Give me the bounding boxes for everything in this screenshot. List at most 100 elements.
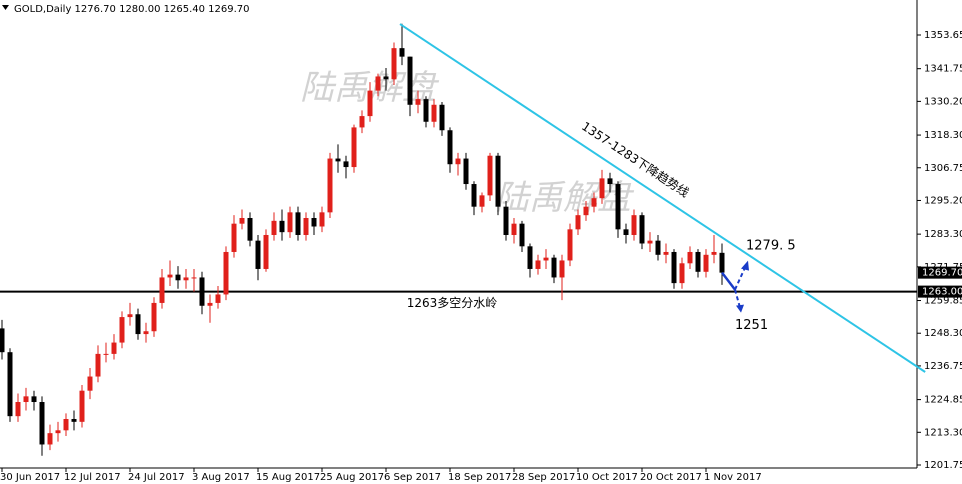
trend-line — [399, 23, 926, 373]
arrow-head — [741, 260, 749, 271]
candle-body — [223, 251, 229, 295]
candle-body — [71, 418, 77, 422]
candle-body — [303, 218, 309, 235]
candle-body — [167, 274, 173, 278]
target-label: 1279. 5 — [746, 238, 796, 253]
y-tick-label: 1213.30 — [924, 427, 962, 438]
price-tag-label: 1269.70 — [922, 268, 962, 279]
price-tag-label: 1263.00 — [922, 287, 962, 298]
x-tick-label: 10 Oct 2017 — [576, 472, 638, 483]
y-tick-label: 1318.30 — [924, 130, 962, 141]
candle-body — [295, 212, 301, 235]
support-label: 1263多空分水岭 — [407, 296, 498, 310]
y-tick-label: 1283.30 — [924, 229, 962, 240]
candle-body — [687, 251, 693, 264]
candle-body — [567, 229, 573, 261]
candle-body — [495, 155, 501, 207]
candle-body — [367, 90, 373, 117]
candle-body — [263, 234, 269, 269]
candle-body — [575, 215, 581, 230]
candle-body — [671, 251, 677, 284]
x-tick-label: 15 Aug 2017 — [256, 472, 320, 483]
y-tick-label: 1353.65 — [924, 30, 962, 41]
candle-body — [599, 178, 605, 199]
candle-body — [0, 328, 5, 353]
candle-body — [551, 257, 557, 278]
candle-body — [631, 215, 637, 235]
y-tick-label: 1201.75 — [924, 460, 962, 471]
candle-body — [487, 155, 493, 196]
x-tick-label: 3 Aug 2017 — [192, 472, 250, 483]
candle-body — [455, 158, 461, 165]
y-tick-label: 1236.75 — [924, 361, 962, 372]
candle-body — [559, 260, 565, 278]
candle-body — [319, 212, 325, 227]
candle-body — [583, 206, 589, 216]
candle-body — [511, 223, 517, 235]
candle-body — [95, 353, 101, 377]
candle-body — [31, 396, 37, 403]
candle-body — [335, 158, 341, 162]
candle-body — [407, 56, 413, 105]
candle-body — [607, 178, 613, 185]
x-tick-label: 20 Oct 2017 — [640, 472, 702, 483]
candle-body — [519, 223, 525, 247]
x-tick-label: 28 Sep 2017 — [512, 472, 575, 483]
y-tick-label: 1259.85 — [924, 296, 962, 307]
candle-body — [383, 76, 389, 80]
chart-title: GOLD,Daily 1276.70 1280.00 1265.40 1269.… — [14, 4, 250, 15]
arrow-head — [736, 304, 744, 313]
candle-body — [87, 376, 93, 391]
candle-body — [679, 263, 685, 284]
candle-body — [375, 76, 381, 91]
candle-body — [159, 277, 165, 303]
candle-body — [711, 251, 717, 255]
candle-body — [183, 277, 189, 281]
candle-body — [591, 198, 597, 207]
y-tick-label: 1248.30 — [924, 328, 962, 339]
candle-body — [703, 254, 709, 272]
candle-body — [615, 184, 621, 230]
candle-body — [535, 260, 541, 269]
candle-body — [55, 430, 61, 434]
candle-body — [423, 99, 429, 122]
candle-body — [471, 184, 477, 207]
y-tick-label: 1306.75 — [924, 163, 962, 174]
x-tick-label: 6 Sep 2017 — [384, 472, 441, 483]
candle-body — [119, 317, 125, 343]
candle-body — [7, 352, 13, 417]
candle-body — [231, 223, 237, 252]
candle-body — [191, 277, 197, 279]
candle-body — [23, 396, 29, 403]
candle-body — [79, 390, 85, 422]
candle-body — [543, 257, 549, 261]
candle-body — [655, 240, 661, 255]
candle-body — [647, 240, 653, 244]
candle-body — [199, 277, 205, 306]
candle-body — [463, 158, 469, 185]
candle-body — [127, 314, 133, 318]
candle-body — [111, 342, 117, 354]
price-tag — [918, 285, 962, 298]
candle-body — [143, 331, 149, 335]
candle-body — [503, 206, 509, 235]
candle-body — [39, 402, 45, 445]
candle-body — [135, 314, 141, 335]
candle-body — [239, 218, 245, 224]
candle-body — [47, 433, 53, 445]
arrow — [721, 271, 736, 291]
candle-body — [359, 116, 365, 128]
candle-body — [255, 240, 261, 269]
y-tick-label: 1341.75 — [924, 64, 962, 75]
candle-body — [311, 218, 317, 227]
arrow — [734, 289, 741, 308]
candle-body — [391, 48, 397, 80]
candle-body — [271, 220, 277, 235]
x-tick-label: 18 Sep 2017 — [448, 472, 511, 483]
candle-body — [343, 161, 349, 168]
candle-body — [479, 195, 485, 207]
y-tick-label: 1330.20 — [924, 96, 962, 107]
x-tick-label: 25 Aug 2017 — [320, 472, 384, 483]
candle-body — [215, 294, 221, 303]
